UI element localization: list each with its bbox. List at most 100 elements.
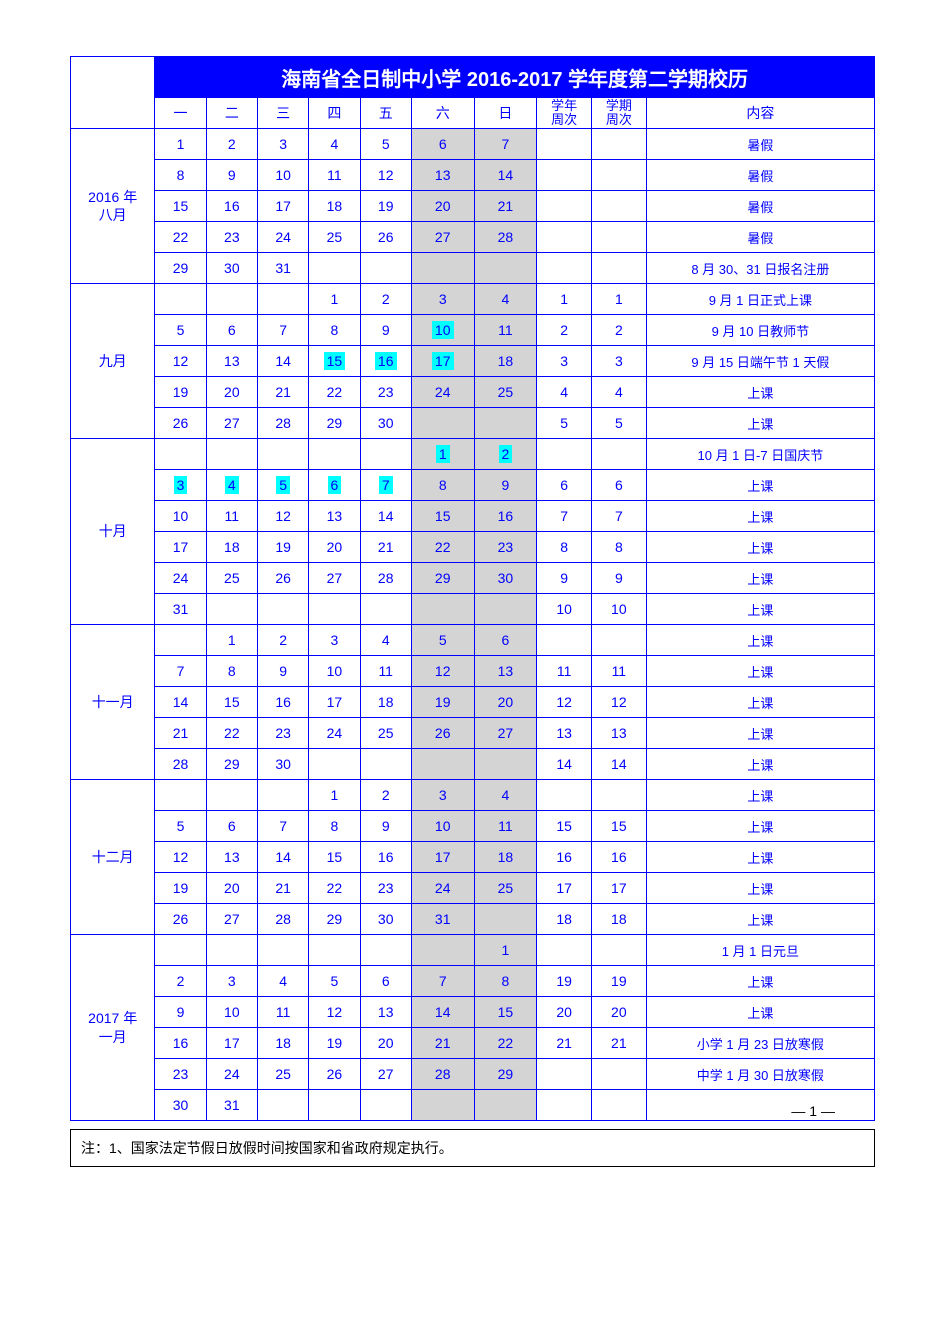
footnote: 注：1、国家法定节假日放假时间按国家和省政府规定执行。 [70,1129,875,1167]
day-cell: 30 [474,563,537,594]
day-cell: 6 [309,470,360,501]
day-cell: 15 [309,842,360,873]
day-cell: 9 [360,811,411,842]
day-cell: 22 [309,377,360,408]
day-cell [257,284,308,315]
year-week-cell: 3 [537,346,592,377]
day-cell: 31 [257,253,308,284]
day-cell: 30 [206,253,257,284]
day-cell: 24 [257,222,308,253]
semester-week-cell: 13 [591,718,646,749]
day-cell: 28 [411,1059,474,1090]
day-cell: 18 [474,842,537,873]
header-cell: 一 [155,98,206,129]
day-cell: 12 [155,842,206,873]
day-cell: 31 [411,904,474,935]
day-cell: 27 [206,904,257,935]
content-cell: 上课 [646,811,874,842]
year-week-cell: 16 [537,842,592,873]
day-cell: 29 [309,904,360,935]
day-cell: 4 [206,470,257,501]
day-cell: 17 [206,1028,257,1059]
day-cell [257,594,308,625]
day-cell [309,594,360,625]
day-cell: 4 [474,780,537,811]
header-cell: 内容 [646,98,874,129]
header-cell: 学年周次 [537,98,592,129]
day-cell: 21 [360,532,411,563]
page-number: — 1 — [70,1103,875,1119]
day-cell: 3 [411,284,474,315]
day-cell: 3 [309,625,360,656]
day-cell: 29 [474,1059,537,1090]
day-cell: 7 [411,966,474,997]
day-cell: 28 [474,222,537,253]
day-cell: 11 [206,501,257,532]
day-cell: 28 [257,408,308,439]
semester-week-cell [591,1059,646,1090]
day-cell: 4 [474,284,537,315]
day-cell [309,253,360,284]
day-cell: 2 [474,439,537,470]
year-week-cell: 10 [537,594,592,625]
semester-week-cell: 6 [591,470,646,501]
day-cell: 6 [206,315,257,346]
day-cell: 8 [411,470,474,501]
day-cell: 7 [360,470,411,501]
month-label: 九月 [71,284,155,439]
day-cell: 15 [206,687,257,718]
content-cell: 上课 [646,904,874,935]
day-cell: 13 [206,346,257,377]
year-week-cell: 21 [537,1028,592,1059]
content-cell: 暑假 [646,129,874,160]
day-cell: 9 [474,470,537,501]
semester-week-cell: 16 [591,842,646,873]
day-cell: 2 [257,625,308,656]
day-cell [411,594,474,625]
day-cell: 21 [155,718,206,749]
year-week-cell: 20 [537,997,592,1028]
content-cell: 9 月 10 日教师节 [646,315,874,346]
day-cell [360,594,411,625]
year-week-cell [537,625,592,656]
day-cell: 13 [360,997,411,1028]
semester-week-cell [591,160,646,191]
day-cell: 23 [474,532,537,563]
day-cell: 18 [206,532,257,563]
day-cell: 21 [474,191,537,222]
day-cell: 20 [309,532,360,563]
day-cell: 21 [257,377,308,408]
day-cell: 28 [155,749,206,780]
semester-week-cell: 11 [591,656,646,687]
content-cell: 10 月 1 日-7 日国庆节 [646,439,874,470]
day-cell: 7 [257,811,308,842]
day-cell: 27 [360,1059,411,1090]
day-cell: 6 [411,129,474,160]
day-cell [474,408,537,439]
day-cell: 14 [360,501,411,532]
day-cell [474,749,537,780]
day-cell: 5 [155,315,206,346]
day-cell: 24 [309,718,360,749]
day-cell: 11 [360,656,411,687]
day-cell: 25 [257,1059,308,1090]
day-cell [411,408,474,439]
content-cell: 上课 [646,842,874,873]
day-cell: 25 [474,377,537,408]
year-week-cell: 1 [537,284,592,315]
day-cell: 25 [309,222,360,253]
day-cell: 6 [206,811,257,842]
day-cell [309,439,360,470]
day-cell: 1 [206,625,257,656]
day-cell: 19 [360,191,411,222]
title-empty-cell [71,57,155,129]
day-cell: 19 [411,687,474,718]
month-label: 2016 年八月 [71,129,155,284]
semester-week-cell [591,191,646,222]
content-cell: 上课 [646,532,874,563]
day-cell [155,625,206,656]
day-cell: 1 [309,284,360,315]
header-cell: 五 [360,98,411,129]
day-cell: 14 [474,160,537,191]
day-cell: 13 [474,656,537,687]
